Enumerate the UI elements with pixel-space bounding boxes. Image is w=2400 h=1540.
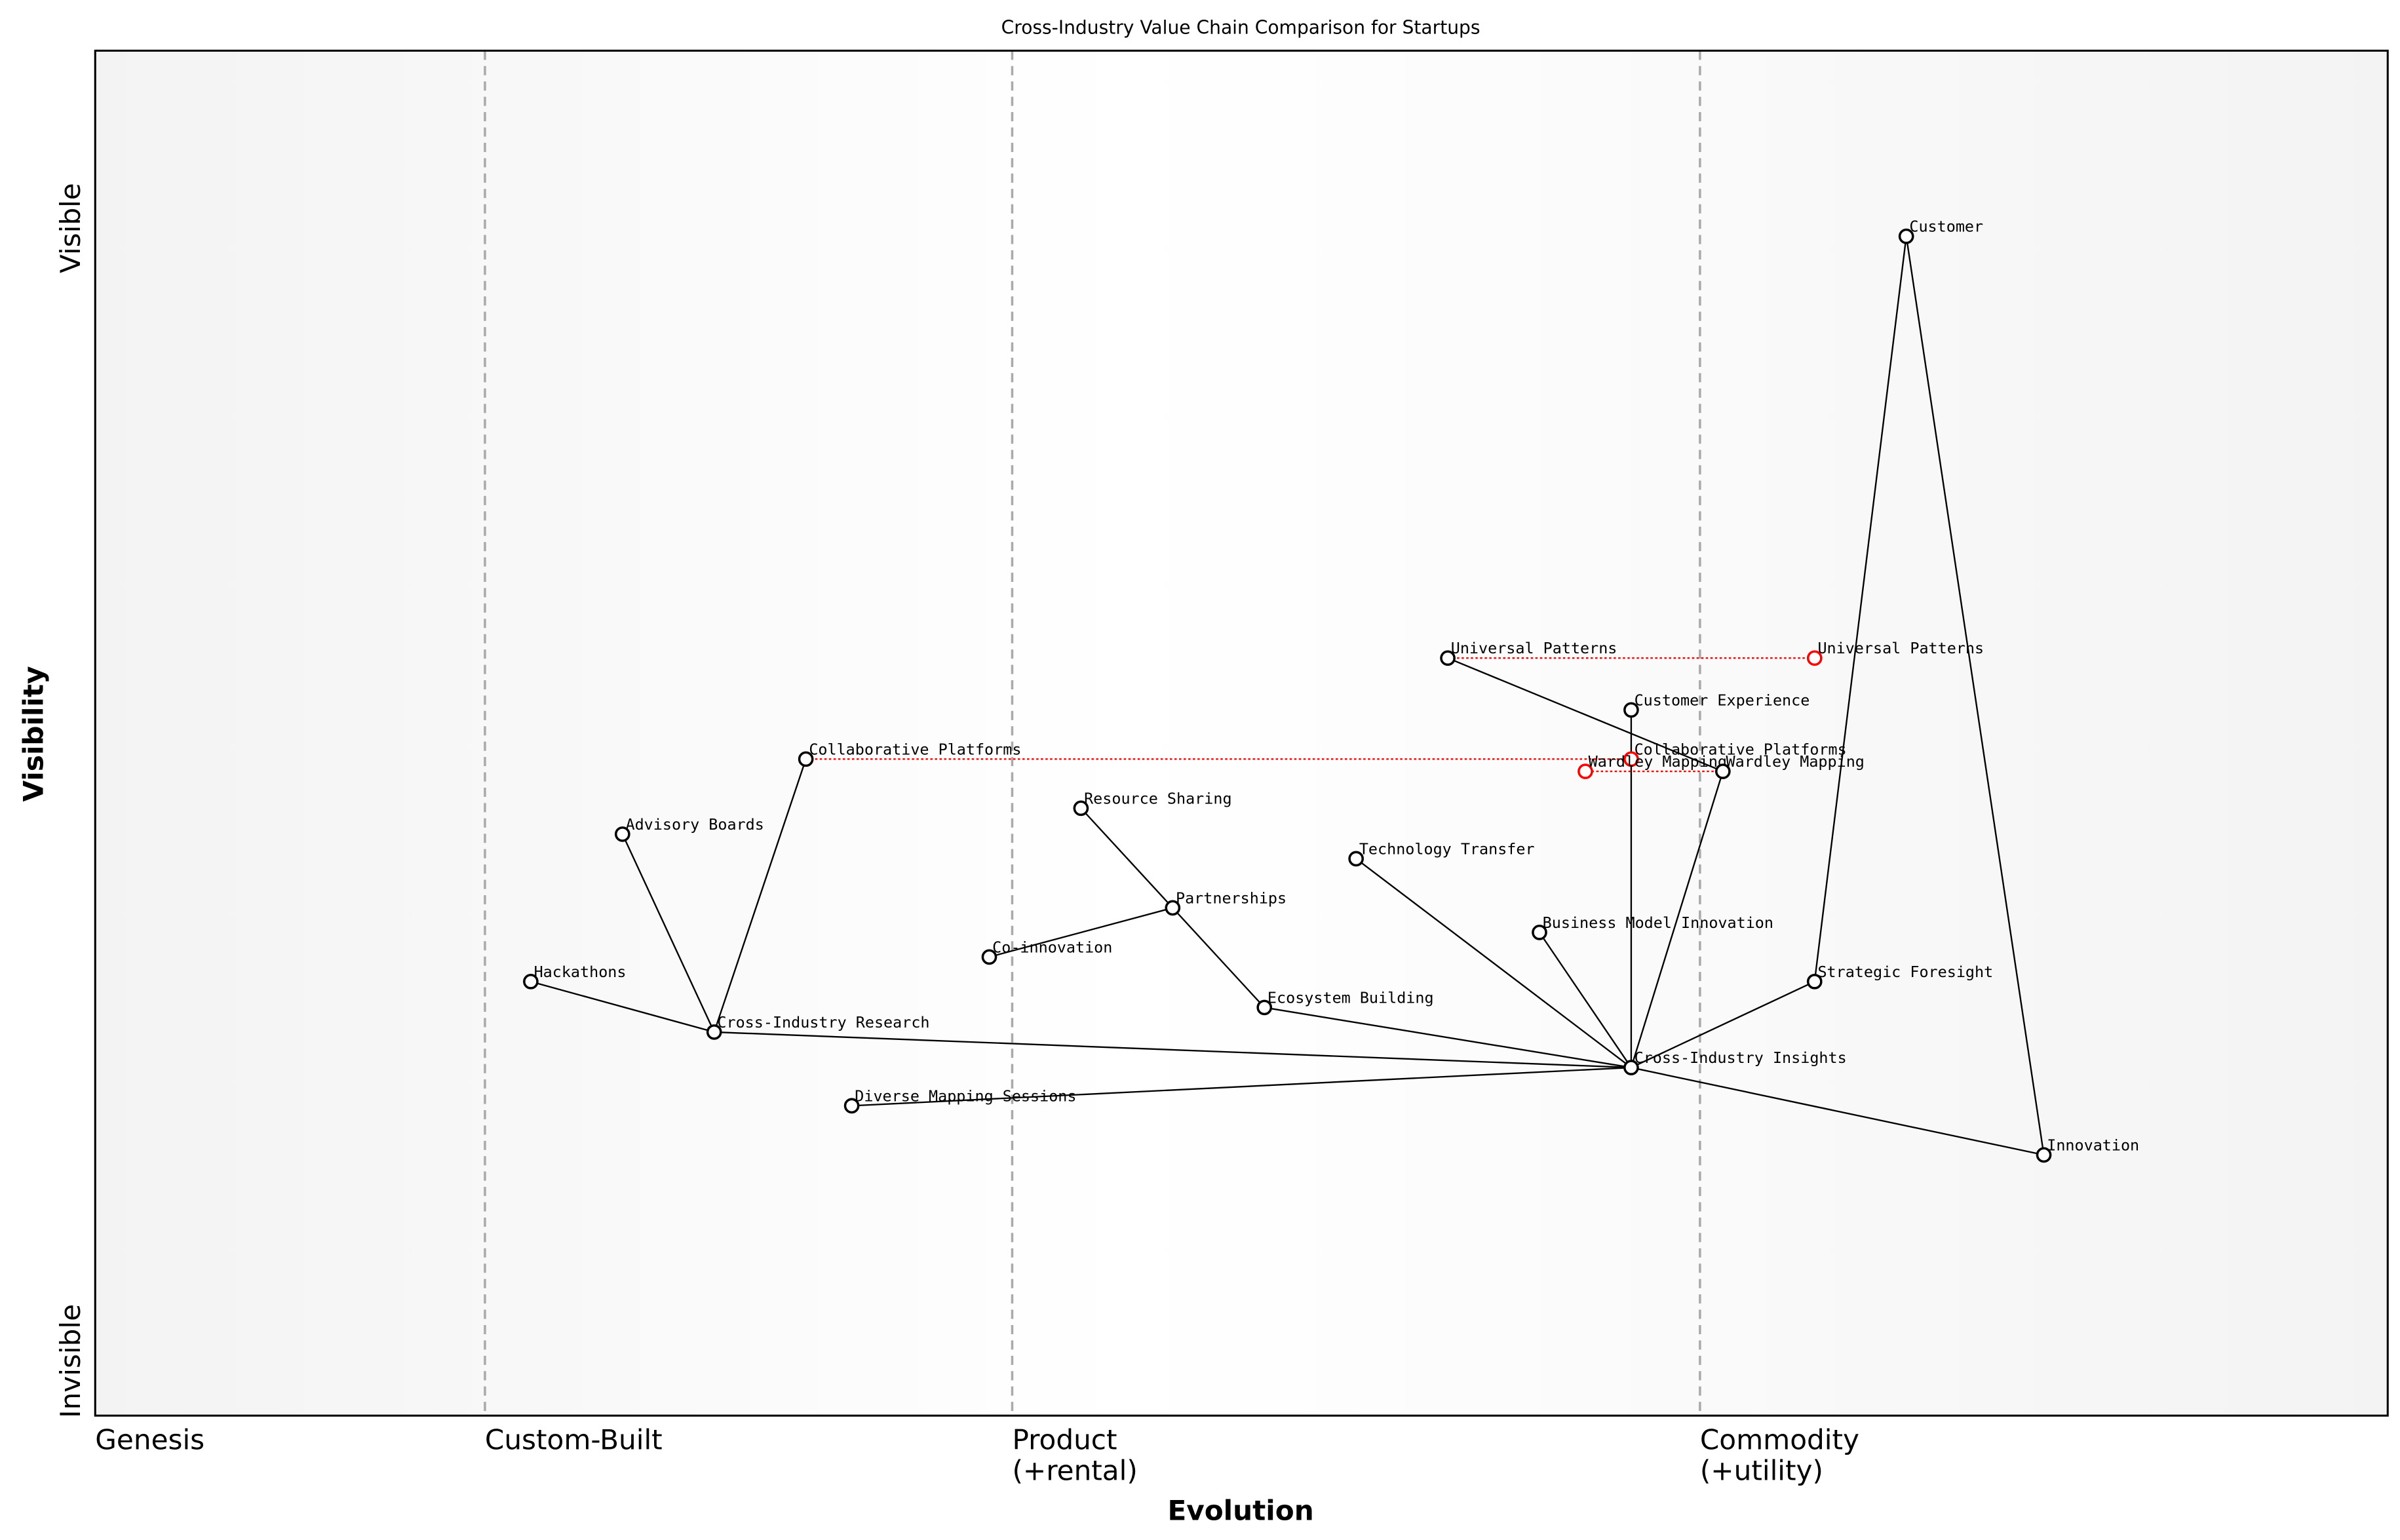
stage-label-line: Product (1012, 1424, 1117, 1456)
component-label: Cross-Industry Insights (1635, 1049, 1847, 1067)
dependency-link (1355, 858, 1632, 1069)
stage-label-line: Genesis (95, 1424, 204, 1456)
dependency-link (1080, 807, 1174, 909)
evolved-component-label: Universal Patterns (1817, 639, 1984, 657)
evolved-component-marker (1577, 763, 1593, 779)
component-marker (1073, 800, 1089, 817)
component-marker (1256, 999, 1273, 1016)
component-label: Technology Transfer (1359, 839, 1535, 858)
dependency-link (1631, 980, 1815, 1069)
dependency-link (621, 834, 715, 1033)
component-marker (1623, 1060, 1639, 1075)
y-axis-label: Visibility (18, 666, 50, 801)
stage-label: Commodity (+utility) (1700, 1424, 1859, 1487)
dependency-link (713, 758, 807, 1033)
stage-label: Genesis (95, 1424, 204, 1456)
component-marker (706, 1024, 722, 1040)
x-axis-label: Evolution (1167, 1495, 1313, 1527)
dependency-link (530, 980, 715, 1033)
dependency-link (1539, 932, 1632, 1068)
component-label: Hackathons (534, 963, 627, 981)
stage-label: Custom-Built (485, 1424, 663, 1456)
component-label: Business Model Innovation (1543, 914, 1773, 932)
component-label: Resource Sharing (1084, 789, 1231, 807)
dependency-link (989, 907, 1173, 958)
dependency-link (1630, 771, 1724, 1068)
stage-label-line: (+rental) (1012, 1455, 1137, 1487)
dependency-link (1905, 236, 2045, 1155)
component-marker (1623, 702, 1639, 718)
component-marker (523, 974, 539, 990)
component-label: Universal Patterns (1451, 639, 1617, 657)
component-label: Partnerships (1176, 889, 1287, 907)
evolved-component-marker (1806, 650, 1823, 666)
component-label: Customer Experience (1635, 691, 1810, 709)
evolved-component-label: Collaborative Platforms (1635, 740, 1847, 758)
component-label: Diverse Mapping Sessions (855, 1087, 1076, 1105)
component-marker (843, 1098, 860, 1114)
plot-frame (94, 49, 2389, 1417)
dependency-link (1447, 657, 1724, 773)
stage-label-line: (+utility) (1700, 1455, 1823, 1487)
component-marker (1532, 925, 1547, 940)
dependency-link (714, 1031, 1631, 1069)
evolved-component-marker (1623, 751, 1639, 767)
stage-label-line: Commodity (1700, 1424, 1859, 1456)
component-label: Collaborative Platforms (809, 740, 1021, 758)
dependency-link (851, 1066, 1631, 1107)
y-tick-label: Invisible (54, 1304, 87, 1418)
component-label: Customer (1909, 218, 1983, 236)
dependency-link (1631, 1066, 2044, 1156)
component-label: Advisory Boards (625, 815, 764, 834)
evolved-component-label: Wardley Mapping (1589, 752, 1727, 771)
component-marker (1440, 650, 1456, 666)
component-marker (798, 751, 814, 767)
component-label: Innovation (2047, 1136, 2139, 1154)
component-marker (1898, 228, 1914, 244)
stage-label-line: Custom-Built (485, 1424, 663, 1456)
component-marker (1715, 763, 1731, 779)
plot-background (95, 50, 2388, 1416)
component-marker (2036, 1147, 2052, 1163)
component-label: Strategic Foresight (1817, 963, 1993, 981)
component-marker (1165, 900, 1181, 916)
component-marker (981, 949, 997, 965)
component-label: Cross-Industry Research (717, 1013, 929, 1031)
component-marker (614, 826, 630, 842)
component-label: Co-innovation (992, 938, 1112, 956)
component-label: Wardley Mapping (1726, 752, 1865, 771)
stage-label: Product (+rental) (1012, 1424, 1137, 1487)
component-marker (1806, 974, 1823, 990)
component-label: Ecosystem Building (1268, 988, 1434, 1007)
dependency-link (1813, 236, 1907, 982)
chart-title: Cross-Industry Value Chain Comparison fo… (1001, 17, 1481, 39)
y-tick-label: Visible (54, 183, 87, 273)
dependency-link (1264, 1007, 1632, 1069)
dependency-link (1172, 907, 1266, 1009)
component-marker (1348, 851, 1364, 867)
